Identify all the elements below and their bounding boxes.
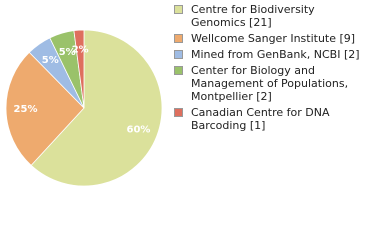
value-label: 5% (42, 55, 59, 66)
legend-swatch (174, 50, 183, 59)
legend-item: Canadian Centre for DNA Barcoding [1] (174, 106, 374, 132)
pie-chart: 60%25%5%5%2% (5, 29, 163, 187)
pie-slice (5, 51, 85, 166)
legend-item: Wellcome Sanger Institute [9] (174, 32, 374, 45)
value-label: 25% (14, 104, 38, 115)
legend-label: Canadian Centre for DNA Barcoding [1] (191, 106, 330, 132)
legend-item: Mined from GenBank, NCBI [2] (174, 48, 374, 61)
pie-slice (30, 29, 163, 187)
legend-swatch (174, 66, 183, 75)
value-label: 5% (59, 47, 76, 58)
value-label: 60% (127, 124, 151, 135)
value-label: 2% (72, 45, 89, 56)
legend-swatch (174, 5, 183, 14)
legend-item: Center for Biology and Management of Pop… (174, 64, 374, 103)
legend-swatch (174, 34, 183, 43)
legend-swatch (174, 108, 183, 117)
legend-label: Mined from GenBank, NCBI [2] (191, 48, 360, 61)
legend: Centre for Biodiversity Genomics [21] Wel… (174, 3, 374, 135)
legend-item: Centre for Biodiversity Genomics [21] (174, 3, 374, 29)
pie-slice (73, 29, 85, 109)
legend-label: Centre for Biodiversity Genomics [21] (191, 3, 315, 29)
legend-label: Wellcome Sanger Institute [9] (191, 32, 356, 45)
legend-label: Center for Biology and Management of Pop… (191, 64, 349, 103)
